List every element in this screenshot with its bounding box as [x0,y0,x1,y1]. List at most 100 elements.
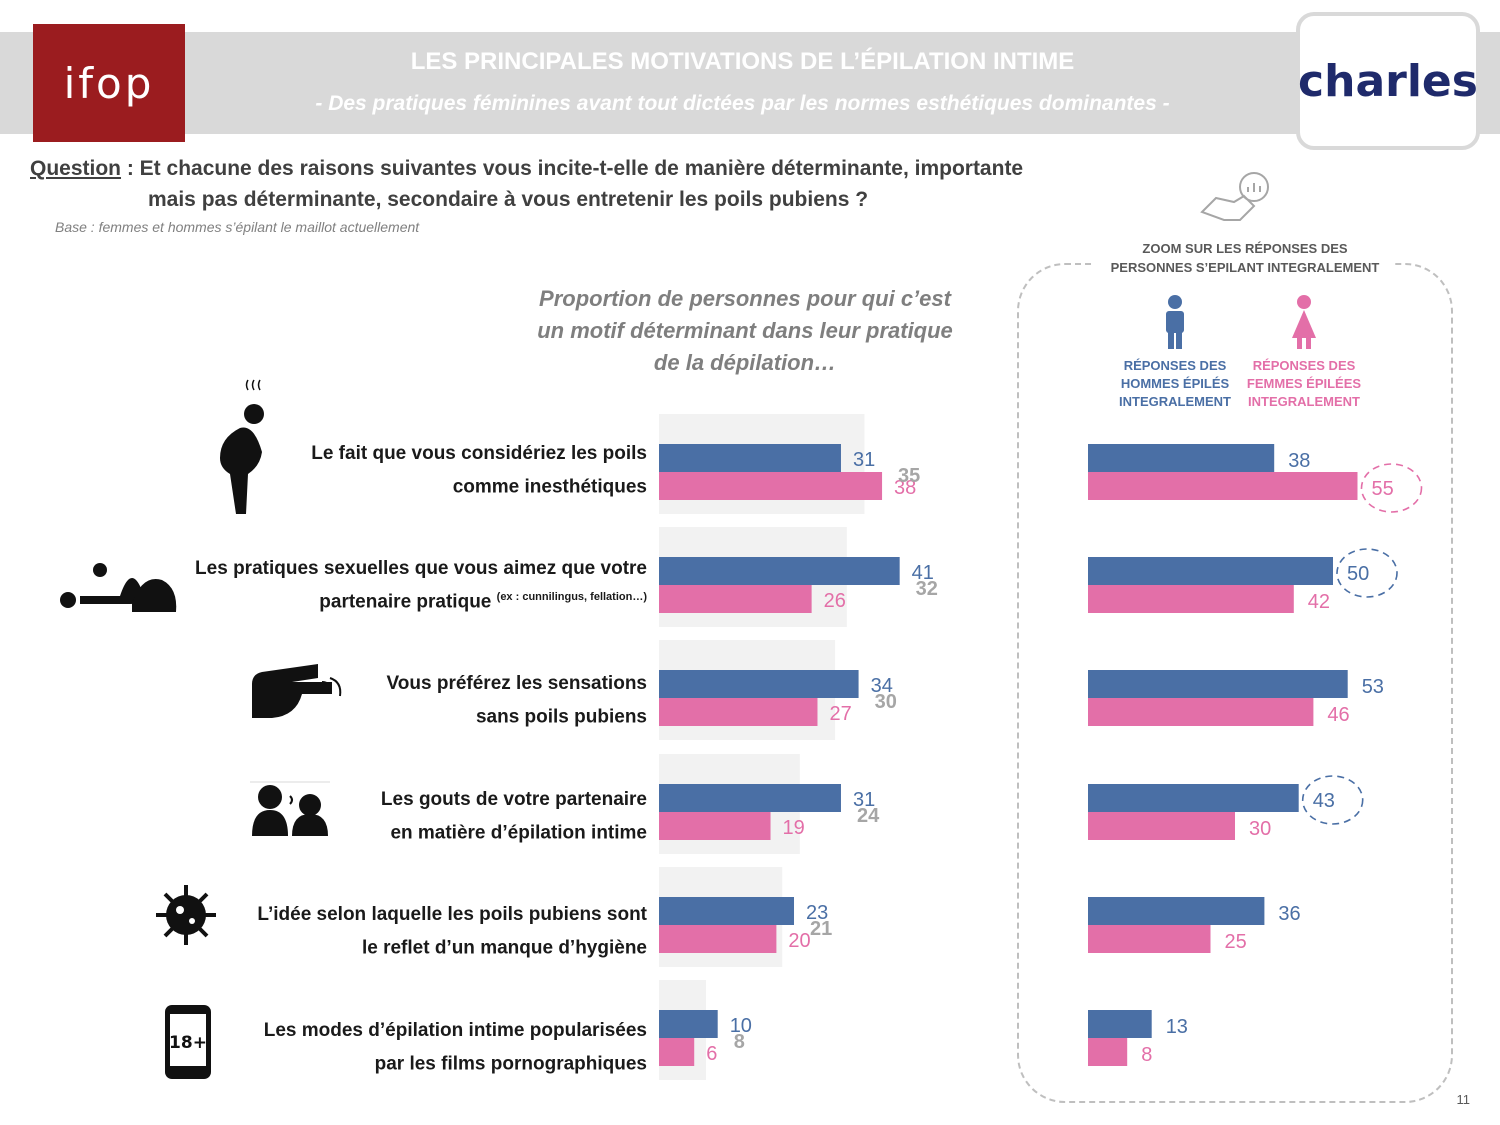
women-bar [659,472,883,500]
touch-hand-icon [252,664,342,718]
row-label-note: (ex : cunnilingus, fellation…) [496,591,647,603]
proportion-title-line3: de la dépilation… [653,350,837,375]
person-discomfort-icon [220,379,264,514]
proportion-title: Proportion de personnes pour qui c’est u… [500,283,990,379]
men-head-line3: INTEGRALEMENT [1119,394,1231,409]
men-bar [659,897,795,925]
zoom-men-value-label: 43 [1313,790,1335,812]
zoom-women-bar [1088,925,1211,953]
zoom-women-value-label: 46 [1327,704,1349,726]
men-value-label: 41 [912,562,934,584]
base-note: Base : femmes et hommes s’épilant le mai… [55,219,420,235]
men-value-label: 10 [730,1015,752,1037]
row-label-line1: Le fait que vous considériez les poils [311,443,647,464]
row-label-line2: le reflet d’un manque d’hygiène [361,937,647,959]
handshake-chart-icon [1200,172,1269,221]
row-label-line2: partenaire pratique [319,591,497,613]
zoom-men-value-label: 53 [1362,676,1384,698]
women-value-label: 38 [894,477,916,499]
zoom-title-mask [1095,254,1395,276]
charles-logo: charles [1296,12,1480,150]
men-column-head: RÉPONSES DES HOMMES ÉPILÉS INTEGRALEMENT [1115,357,1235,411]
proportion-title-line1: Proportion de personnes pour qui c’est [539,286,951,311]
row-label-line2: par les films pornographiques [374,1053,647,1075]
page-number: 11 [1456,1092,1471,1107]
zoom-title-line2: PERSONNES S’EPILANT INTEGRALEMENT [1110,260,1380,275]
row-label-line1: Vous préférez les sensations [386,673,647,694]
men-value-label: 34 [871,675,893,697]
row-label-line1: Les modes d’épilation intime popularisée… [263,1020,647,1041]
zoom-men-value-label: 50 [1347,563,1369,585]
zoom-women-value-label: 30 [1249,818,1271,840]
row-label: Le fait que vous considériez les poils c… [311,440,647,501]
row-label-line1: L’idée selon laquelle les poils pubiens … [257,904,647,925]
zoom-women-value-label: 8 [1141,1044,1152,1066]
svg-text:18+: 18+ [169,1033,207,1053]
women-value-label: 20 [788,930,810,952]
zoom-title: ZOOM SUR LES RÉPONSES DES PERSONNES S’EP… [1085,239,1405,277]
woman-icon [1292,295,1316,349]
men-head-line2: HOMMES ÉPILÉS [1120,376,1230,391]
zoom-men-bar [1088,444,1275,472]
men-value-label: 31 [853,789,875,811]
zoom-men-value-label: 13 [1166,1016,1188,1038]
highlight-circle [1360,463,1423,513]
women-value-label: 26 [824,590,846,612]
zoom-men-bar [1088,897,1265,925]
women-bar [659,925,777,953]
total-value-label: 35 [898,465,920,487]
question-line2: mais pas déterminante, secondaire à vous… [148,188,869,211]
zoom-women-bar [1088,1038,1128,1066]
zoom-women-value-label: 55 [1372,478,1394,500]
zoom-women-value-label: 25 [1225,931,1247,953]
header-band [0,32,1500,134]
men-bar [659,670,859,698]
women-column-head: RÉPONSES DES FEMMES ÉPILÉES INTEGRALEMEN… [1244,357,1364,411]
page-subtitle: - Des pratiques féminines avant tout dic… [315,92,1170,115]
row-label: Les modes d’épilation intime popularisée… [264,1017,647,1078]
total-value-label: 32 [916,578,938,600]
zoom-women-bar [1088,698,1314,726]
total-value-label: 21 [810,918,832,940]
man-icon [1166,295,1184,349]
germ-icon [156,885,216,945]
zoom-women-value-label: 42 [1308,591,1330,613]
women-bar [659,1038,695,1066]
men-bar [659,784,841,812]
row-label-line2: comme inesthétiques [452,476,647,498]
zoom-women-bar [1088,585,1294,613]
zoom-men-value-label: 38 [1288,450,1310,472]
women-head-line3: INTEGRALEMENT [1248,394,1360,409]
men-value-label: 23 [806,902,828,924]
zoom-title-line1: ZOOM SUR LES RÉPONSES DES [1142,241,1348,256]
question-line1: : Et chacune des raisons suivantes vous … [121,157,1024,180]
zoom-men-bar [1088,670,1348,698]
row-label: Les gouts de votre partenaire en matière… [381,786,647,847]
women-bar [659,585,812,613]
page-title: LES PRINCIPALES MOTIVATIONS DE L’ÉPILATI… [410,48,1075,75]
women-bar [659,698,818,726]
highlight-circle [1301,775,1364,825]
proportion-title-line2: un motif déterminant dans leur pratique [537,318,953,343]
highlight-circle [1336,548,1398,598]
women-value-label: 6 [706,1043,717,1065]
row-label: Les pratiques sexuelles que vous aimez q… [195,555,647,616]
women-head-line1: RÉPONSES DES [1252,358,1356,373]
zoom-men-bar [1088,557,1333,585]
zoom-men-value-label: 36 [1278,903,1300,925]
row-label-line2: sans poils pubiens [475,706,647,728]
question-block: Question : Et chacune des raisons suivan… [30,153,1024,211]
zoom-men-bar [1088,1010,1152,1038]
row-label: Vous préférez les sensations sans poils … [387,670,647,731]
total-value-label: 30 [875,691,897,713]
ifop-logo: ifop [33,24,185,142]
couple-talking-icon [250,781,330,836]
row-label-line1: Les pratiques sexuelles que vous aimez q… [195,558,647,579]
phone-18-icon: 18+ [165,1005,211,1079]
total-value-label: 24 [857,805,880,827]
zoom-women-bar [1088,812,1235,840]
total-value-label: 8 [734,1031,745,1053]
zoom-women-bar [1088,472,1358,500]
